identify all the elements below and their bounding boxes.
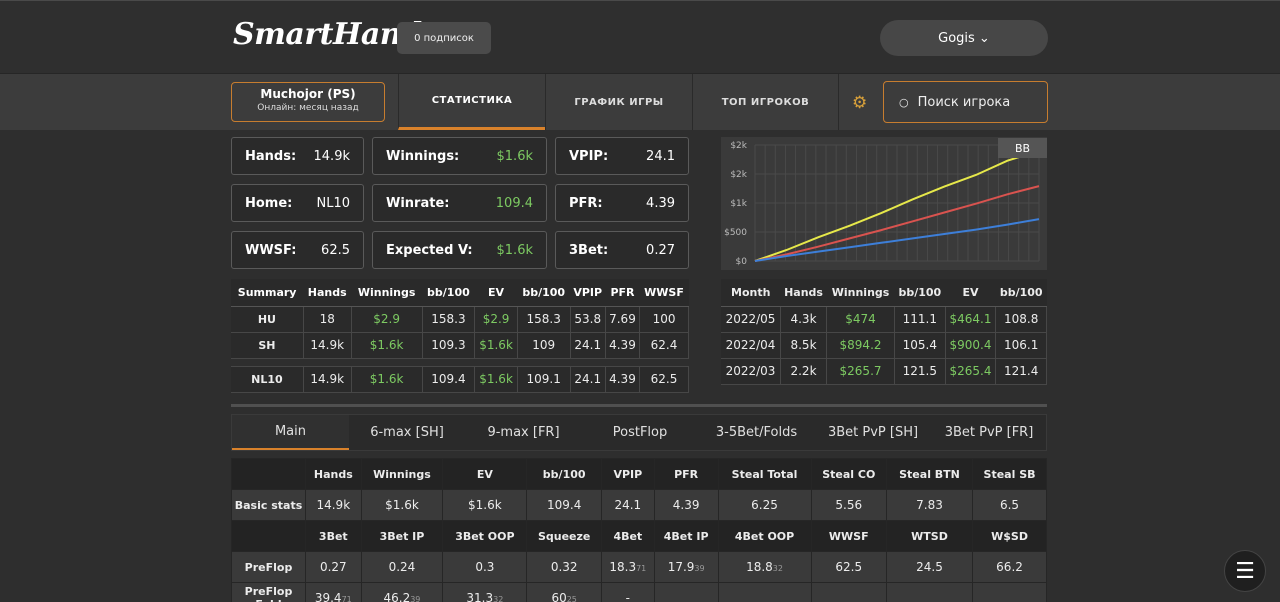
y-tick-label: $2k [730, 170, 747, 180]
stat-tabs: Main 6-max [SH] 9-max [FR] PostFlop 3-5B… [231, 414, 1047, 451]
search-input[interactable]: ○ Поиск игрока [883, 81, 1048, 123]
table-row: SH 14.9k $1.6k 109.3 $1.6k 109 24.1 4.39 62.4 [231, 332, 689, 359]
table-row: 2022/03 2.2k $265.7 121.5 $265.4 121.4 [721, 358, 1047, 385]
gear-icon[interactable]: ⚙ [852, 93, 868, 113]
table-row: PreFlop 0.27 0.24 0.3 0.32 18.371 17.939 18.… [231, 551, 1047, 583]
y-tick-label: $2k [730, 141, 747, 151]
summary-table: Summary Hands Winnings bb/100 EV bb/100 VPIP PF… [231, 279, 689, 393]
series-line-ev [754, 149, 1040, 262]
table-row: PreFlop Fold 39.471 46.239 31.332 6025 - [231, 582, 1047, 602]
tab-3bet-pvp-fr[interactable]: 3Bet PvP [FR] [944, 425, 1034, 440]
stats-table: Hands Winnings EV bb/100 VPIP PFR Steal Total S… [231, 458, 1047, 602]
player-online-status: Онлайн: месяц назад [257, 103, 359, 113]
tab-main[interactable]: Main [232, 415, 349, 450]
subscriptions-button[interactable]: 0 подписок [397, 22, 491, 54]
user-menu-button[interactable]: Gogis ⌄ [880, 20, 1048, 56]
menu-icon[interactable]: ☰ [1224, 550, 1266, 592]
tab-top-players[interactable]: ТОП ИГРОКОВ [692, 74, 839, 130]
card-3bet: 3Bet: 0.27 [555, 231, 689, 269]
y-tick-label: $0 [736, 257, 748, 267]
tab-game-chart[interactable]: ГРАФИК ИГРЫ [545, 74, 692, 130]
table-row: 2022/04 8.5k $894.2 105.4 $900.4 106.1 [721, 332, 1047, 359]
nav-bar: Muchojor (PS) Онлайн: месяц назад СТАТИС… [0, 73, 1280, 130]
tab-3-5bet-folds[interactable]: 3-5Bet/Folds [715, 425, 798, 440]
top-header: SmartHand 0 подписок Gogis ⌄ [0, 0, 1280, 73]
tab-postflop[interactable]: PostFlop [612, 425, 668, 440]
tab-3bet-pvp-sh[interactable]: 3Bet PvP [SH] [827, 425, 919, 440]
card-vpip: VPIP: 24.1 [555, 137, 689, 175]
tab-statistics[interactable]: СТАТИСТИКА [398, 74, 545, 130]
tab-9max[interactable]: 9-max [FR] [487, 425, 560, 440]
logo[interactable]: SmartHand [233, 17, 422, 52]
monthly-table: Month Hands Winnings bb/100 EV bb/100 2022/05… [721, 279, 1047, 385]
series-line-showdown [754, 218, 1040, 262]
card-wwsf: WWSF: 62.5 [231, 231, 364, 269]
tab-6max[interactable]: 6-max [SH] [370, 425, 444, 440]
table-row: 2022/05 4.3k $474 111.1 $464.1 108.8 [721, 306, 1047, 333]
section-divider [231, 404, 1047, 407]
search-icon: ○ [899, 95, 909, 109]
search-placeholder: Поиск игрока [917, 94, 1011, 110]
player-card[interactable]: Muchojor (PS) Онлайн: месяц назад [231, 82, 385, 122]
series-line-winnings [754, 185, 1040, 262]
card-pfr: PFR: 4.39 [555, 184, 689, 222]
bb-toggle-button[interactable]: BB [998, 138, 1047, 158]
card-winnings: Winnings: $1.6k [372, 137, 547, 175]
card-expected-value: Expected V: $1.6k [372, 231, 547, 269]
y-tick-label: $1k [730, 199, 747, 209]
card-winrate: Winrate: 109.4 [372, 184, 547, 222]
table-row: HU 18 $2.9 158.3 $2.9 158.3 53.8 7.69 100 [231, 306, 689, 333]
table-row: NL10 14.9k $1.6k 109.4 $1.6k 109.1 24.1 4.39 62.… [231, 366, 689, 393]
chart-svg: $0 $500 $1k $2k $2k [724, 141, 1040, 267]
card-hands: Hands: 14.9k [231, 137, 364, 175]
player-name: Muchojor (PS) [260, 87, 356, 101]
y-tick-label: $500 [724, 228, 747, 238]
winnings-chart: $0 $500 $1k $2k $2k [721, 137, 1047, 270]
card-home: Home: NL10 [231, 184, 364, 222]
table-row: Basic stats 14.9k $1.6k $1.6k 109.4 24.1 4.39 6… [231, 489, 1047, 521]
